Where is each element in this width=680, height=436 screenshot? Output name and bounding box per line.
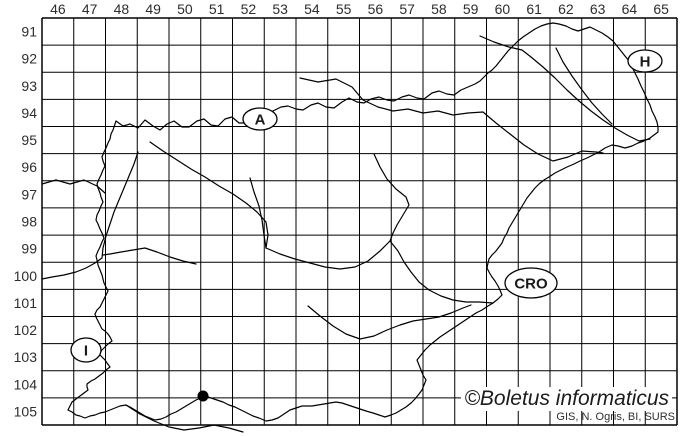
country-ellipse (70, 337, 102, 363)
river-mura (479, 35, 651, 142)
river-krka (307, 304, 472, 340)
country-letter: A (255, 112, 266, 129)
country-letter: CRO (514, 276, 548, 293)
country-letter: H (640, 54, 651, 71)
row-label: 91 (21, 24, 37, 40)
col-label: 63 (590, 1, 606, 17)
country-label-italy: I (70, 337, 102, 363)
river-drava (299, 77, 604, 162)
col-label: 58 (431, 1, 447, 17)
row-label: 93 (21, 78, 37, 94)
col-label: 62 (558, 1, 574, 17)
col-label: 49 (145, 1, 161, 17)
row-label: 104 (14, 376, 38, 392)
occurrence-dot (197, 390, 209, 402)
river-savinja (373, 153, 410, 242)
col-label: 51 (209, 1, 225, 17)
col-label: 53 (272, 1, 288, 17)
row-label: 105 (14, 403, 38, 419)
country-ellipse (242, 107, 278, 131)
col-label: 48 (114, 1, 130, 17)
grid-lines (41, 17, 678, 426)
sources-text: GIS, N. Ogris, BI, SURS (556, 411, 675, 423)
occurrence-dots (197, 390, 209, 402)
row-labels: 91 92 93 94 95 96 97 98 99 100 101 102 103 104 105 (14, 24, 38, 420)
row-label: 92 (21, 51, 37, 67)
river-sava-upper (149, 141, 269, 249)
col-label: 56 (368, 1, 384, 17)
row-label: 98 (21, 214, 37, 230)
slovenia-outline (41, 22, 659, 433)
river-sava-lower (265, 240, 494, 304)
column-labels: 46 47 48 49 50 51 52 53 54 55 56 57 58 59 60 61 62 63 64 65 (50, 1, 669, 17)
istria-ridge (125, 404, 244, 433)
row-label: 95 (21, 132, 37, 148)
river-ledava (555, 47, 613, 125)
row-label: 103 (14, 349, 38, 365)
country-label-hungary: H (627, 49, 663, 73)
col-label: 46 (50, 1, 66, 17)
river-kokra (249, 177, 267, 249)
river-idrijca (102, 247, 197, 265)
row-label: 101 (14, 295, 38, 311)
col-label: 61 (526, 1, 542, 17)
col-label: 64 (622, 1, 638, 17)
country-border (67, 22, 659, 422)
row-label: 94 (21, 105, 37, 121)
col-label: 65 (653, 1, 669, 17)
country-letter: I (84, 343, 88, 360)
row-label: 102 (14, 322, 38, 338)
col-label: 57 (399, 1, 415, 17)
row-label: 97 (21, 186, 37, 202)
col-label: 59 (463, 1, 479, 17)
country-ellipse (504, 267, 558, 299)
row-label: 96 (21, 159, 37, 175)
row-label: 100 (14, 268, 38, 284)
col-label: 54 (304, 1, 320, 17)
river-soca (41, 151, 139, 280)
col-label: 52 (241, 1, 257, 17)
river-foreign-west (41, 179, 106, 194)
col-label: 50 (177, 1, 193, 17)
country-labels: A H CRO I (70, 49, 663, 363)
col-label: 60 (495, 1, 511, 17)
country-ellipse (627, 49, 663, 73)
country-label-croatia: CRO (504, 267, 558, 299)
col-label: 47 (82, 1, 98, 17)
row-label: 99 (21, 241, 37, 257)
country-label-austria: A (242, 107, 278, 131)
col-label: 55 (336, 1, 352, 17)
copyright-text: ©Boletus informaticus (461, 387, 672, 411)
